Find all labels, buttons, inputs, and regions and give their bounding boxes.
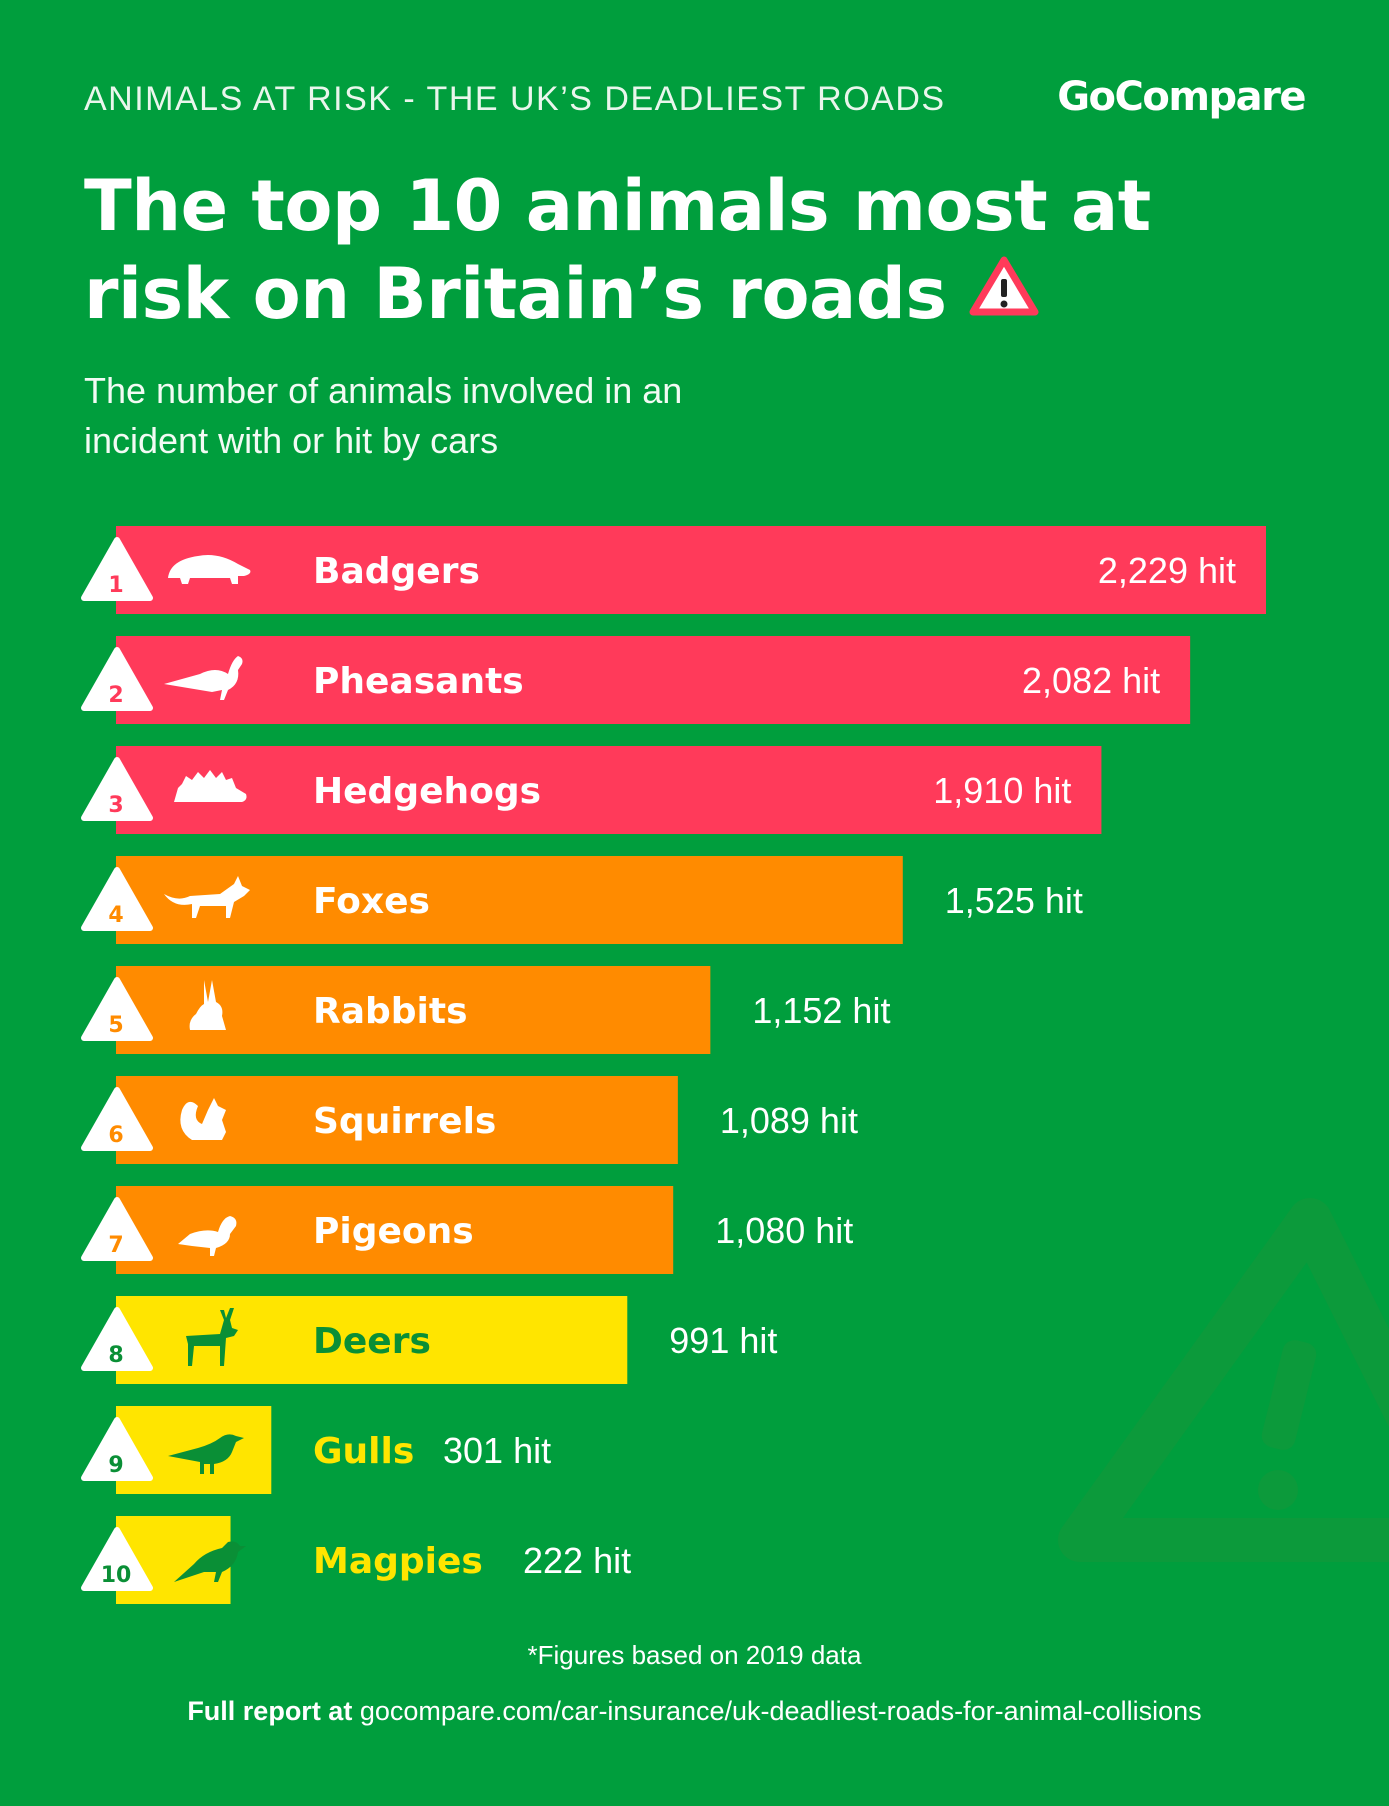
category-label: Gulls [313,1431,414,1472]
bar-badgers [116,526,1266,614]
value-label: 1,910 hit [933,770,1071,811]
rank-label: 7 [108,1233,123,1258]
warning-icon [969,249,1039,337]
rank-badge [81,867,153,931]
rank-label: 9 [108,1453,123,1478]
badger-icon [168,555,251,584]
background-warning-icon [1058,1198,1389,1562]
category-label: Badgers [313,551,480,592]
category-label: Pheasants [313,661,524,702]
footnote: *Figures based on 2019 data [527,1640,862,1670]
category-label: Deers [313,1321,431,1362]
title-line-2: risk on Britain’s roads [84,253,947,335]
value-label: 222 hit [523,1540,631,1581]
value-label: 301 hit [443,1430,551,1471]
deer-icon [186,1308,238,1366]
magpie-icon [174,1541,246,1582]
rank-badge [81,1527,153,1591]
rank-badge [81,1197,153,1261]
value-label: 2,229 hit [1098,550,1236,591]
squirrel-icon [180,1098,226,1140]
value-label: 1,089 hit [720,1100,858,1141]
gocompare-logo[interactable]: GoCompare [1057,74,1306,120]
rank-badge [81,647,153,711]
bar-pheasants [116,636,1191,724]
value-label: 1,080 hit [715,1210,853,1251]
rank-label: 4 [108,903,123,928]
gull-icon [168,1434,244,1474]
rank-label: 5 [108,1013,123,1038]
rank-label: 2 [108,683,123,708]
value-label: 2,082 hit [1022,660,1160,701]
chart-subtitle: The number of animals involved in an inc… [84,366,844,466]
category-label: Hedgehogs [313,771,541,812]
bar-hedgehogs [116,746,1102,834]
rank-label: 6 [108,1123,123,1148]
report-line: Full report at gocompare.com/car-insuran… [0,1696,1389,1727]
value-label: 991 hit [669,1320,777,1361]
pigeon-icon [178,1216,237,1256]
title-line-1: The top 10 animals most at [84,165,1151,247]
rank-badge [81,757,153,821]
bar-chart: 1 Badgers 2,229 hit 2 Pheasants 2,082 hit 3 Hed… [81,526,1266,1604]
subtitle-line-2: incident with or hit by cars [84,420,499,461]
category-label: Pigeons [313,1211,474,1252]
rabbit-icon [189,980,226,1030]
category-label: Rabbits [313,991,468,1032]
rank-badge [81,977,153,1041]
category-label: Magpies [313,1541,483,1582]
pheasant-icon [164,656,243,700]
hedgehog-icon [174,770,247,802]
rank-badge [81,1417,153,1481]
rank-label: 3 [108,793,123,818]
rank-label: 8 [108,1343,123,1368]
bar-foxes [116,856,903,944]
value-label: 1,152 hit [752,990,890,1031]
bar-pigeons [116,1186,674,1274]
category-label: Squirrels [313,1101,496,1142]
subtitle-line-1: The number of animals involved in an [84,370,683,411]
value-label: 1,525 hit [945,880,1083,921]
rank-badge [81,1307,153,1371]
category-label: Foxes [313,881,430,922]
page-title: The top 10 animals most at risk on Brita… [84,162,1204,343]
rank-badge [81,537,153,601]
kicker-text: ANIMALS AT RISK - THE UK’S DEADLIEST ROA… [84,80,946,118]
rank-badge [81,1087,153,1151]
report-link[interactable]: gocompare.com/car-insurance/uk-deadliest… [359,1696,1202,1726]
fox-icon [164,876,250,918]
report-prefix: Full report at [187,1696,353,1726]
rank-label: 10 [101,1563,132,1588]
rank-label: 1 [108,573,123,598]
